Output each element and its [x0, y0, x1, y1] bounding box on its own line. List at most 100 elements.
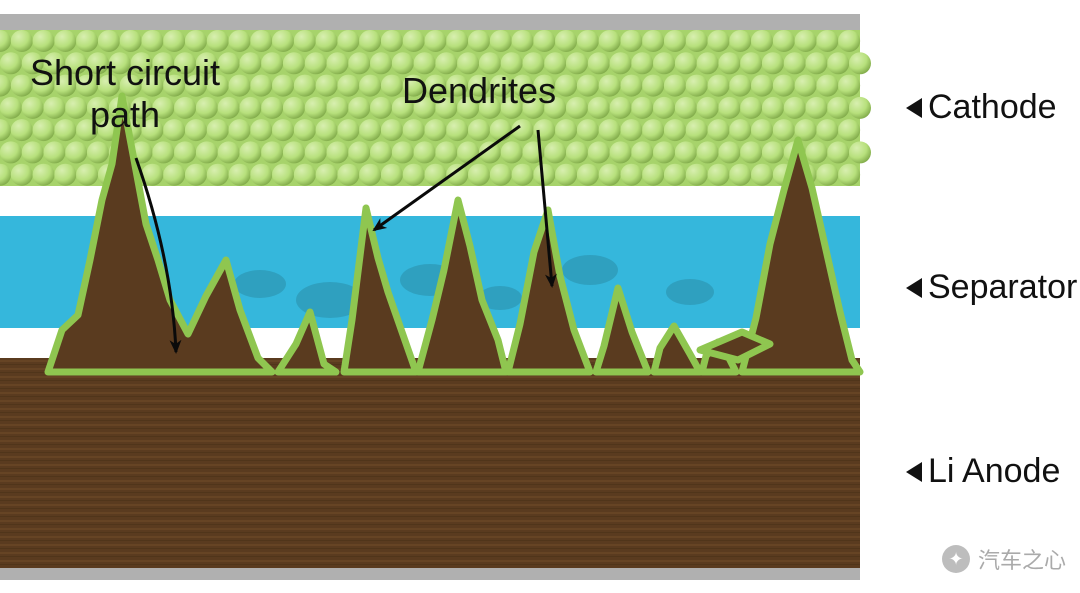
cathode-particle [762, 97, 784, 119]
cathode-particle [250, 119, 272, 141]
cathode-particle [599, 119, 621, 141]
cathode-particle [250, 164, 272, 186]
cathode-particle [675, 141, 697, 163]
cathode-particle [664, 75, 686, 97]
cathode-particle [707, 119, 729, 141]
cathode-particle [620, 75, 642, 97]
cathode-particle [283, 97, 305, 119]
cathode-particle [762, 141, 784, 163]
cathode-particle [588, 97, 610, 119]
cathode-particle [729, 119, 751, 141]
cathode-particle [827, 141, 849, 163]
cathode-particle [381, 30, 403, 52]
cathode-particle [490, 164, 512, 186]
cathode-particle [348, 52, 370, 74]
cathode-particle [729, 30, 751, 52]
watermark-text: 汽车之心 [978, 543, 1066, 575]
cathode-particle [838, 30, 860, 52]
cathode-particle [773, 30, 795, 52]
cathode-particle [620, 30, 642, 52]
cathode-particle [33, 30, 55, 52]
cathode-particle [838, 119, 860, 141]
cathode-particle [610, 141, 632, 163]
cathode-particle [631, 141, 653, 163]
cathode-particle [686, 119, 708, 141]
cathode-particle [718, 141, 740, 163]
cathode-particle [22, 141, 44, 163]
cathode-particle [805, 141, 827, 163]
cathode-particle [370, 97, 392, 119]
cathode-particle [272, 119, 294, 141]
cathode-particle [697, 97, 719, 119]
cathode-particle [185, 164, 207, 186]
cathode-particle [326, 97, 348, 119]
top_collector-layer [0, 14, 860, 30]
cathode-particle [620, 164, 642, 186]
cathode-particle [11, 30, 33, 52]
cathode-particle [555, 75, 577, 97]
cathode-particle [533, 30, 555, 52]
cathode-particle [0, 141, 22, 163]
cathode-particle [849, 97, 871, 119]
cathode-particle [849, 52, 871, 74]
cathode-particle [152, 141, 174, 163]
cathode-particle [446, 30, 468, 52]
cathode-particle [795, 30, 817, 52]
cathode-particle [751, 164, 773, 186]
cathode-particle [490, 30, 512, 52]
cathode-particle [642, 75, 664, 97]
cathode-particle [272, 30, 294, 52]
cathode-particle [707, 75, 729, 97]
cathode-particle [566, 97, 588, 119]
cathode-particle [316, 75, 338, 97]
cathode-particle [348, 97, 370, 119]
cathode-particle [686, 75, 708, 97]
cathode-particle [544, 141, 566, 163]
cathode-particle [816, 30, 838, 52]
cathode-particle [816, 119, 838, 141]
cathode-particle [707, 164, 729, 186]
cathode-particle [642, 119, 664, 141]
cathode-particle [599, 164, 621, 186]
cathode-particle [566, 141, 588, 163]
cathode-particle [762, 52, 784, 74]
cathode-particle [359, 164, 381, 186]
cathode-particle [784, 52, 806, 74]
cathode-particle [54, 30, 76, 52]
cathode-particle [599, 30, 621, 52]
cathode-particle [370, 52, 392, 74]
cathode-particle [838, 164, 860, 186]
triangle-left-icon [906, 462, 922, 482]
cathode-particle [468, 119, 490, 141]
separator-damage-spot [666, 279, 714, 305]
cathode-particle [337, 119, 359, 141]
cathode-particle [827, 52, 849, 74]
cathode-particle [76, 30, 98, 52]
cathode-particle [163, 164, 185, 186]
cathode-particle [751, 119, 773, 141]
cathode-particle [65, 141, 87, 163]
cathode-particle [348, 141, 370, 163]
short-circuit-path-line2: path [30, 94, 220, 136]
separator-damage-spot [562, 255, 618, 285]
separator-layer-label: Separator [906, 268, 1077, 307]
cathode-particle [283, 52, 305, 74]
cathode-particle [664, 119, 686, 141]
cathode-particle [490, 119, 512, 141]
cathode-particle [87, 141, 109, 163]
cathode-particle [675, 52, 697, 74]
cathode-particle [795, 75, 817, 97]
cathode-particle [326, 52, 348, 74]
cathode-particle [54, 164, 76, 186]
cathode-particle [0, 97, 22, 119]
cathode-particle [359, 30, 381, 52]
dendrites-label: Dendrites [402, 70, 556, 112]
cathode-particle [827, 97, 849, 119]
cathode-particle [239, 97, 261, 119]
cathode-particle [468, 164, 490, 186]
cathode-particle [642, 164, 664, 186]
cathode-particle [588, 141, 610, 163]
battery-dendrite-diagram: Short circuit path Dendrites Cathode Sep… [0, 0, 1080, 593]
cathode-particle [664, 164, 686, 186]
cathode-particle [816, 164, 838, 186]
